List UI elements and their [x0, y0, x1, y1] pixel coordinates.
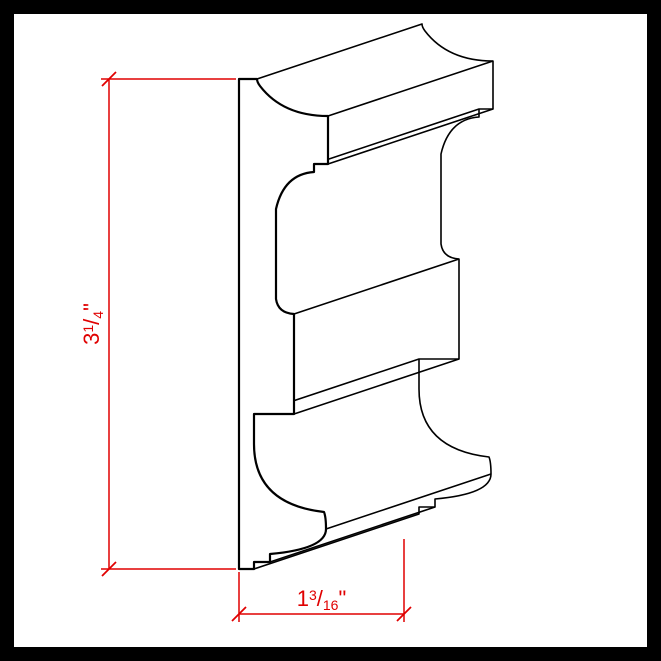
profile-back-edge — [254, 24, 493, 569]
dim-label-height: 31/4" — [79, 303, 106, 345]
extrude-edge — [294, 259, 459, 314]
profile-diagram: 31/4" 13/16" — [14, 14, 647, 647]
extrude-edge — [326, 474, 491, 529]
extrude-edge — [294, 359, 459, 414]
extrude-edge — [328, 109, 493, 164]
svg-text:31/4": 31/4" — [79, 303, 106, 345]
profile-front-face — [239, 79, 328, 569]
extrude-edge — [314, 109, 479, 164]
extrude-edge — [328, 61, 493, 116]
drawing-frame: { "diagram": { "type": "technical-profil… — [0, 0, 661, 661]
dim-label-width: 13/16" — [297, 586, 347, 613]
